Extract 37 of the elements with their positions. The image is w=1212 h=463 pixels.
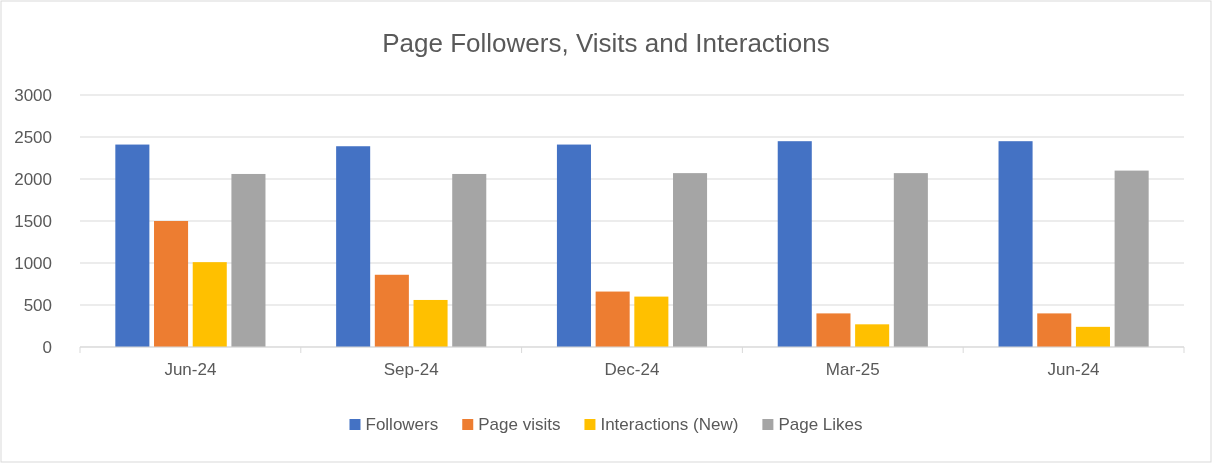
x-tick-label: Dec-24	[604, 360, 660, 379]
bar	[154, 221, 189, 347]
bar	[1037, 313, 1072, 347]
bar	[413, 299, 448, 347]
y-tick-label: 3000	[14, 85, 52, 105]
bar	[556, 144, 591, 347]
legend-label: Interactions (New)	[600, 415, 739, 434]
bar	[893, 173, 928, 347]
bar	[336, 146, 371, 347]
bar	[374, 274, 409, 347]
bar	[115, 144, 150, 347]
y-tick-label: 1000	[14, 253, 52, 273]
x-tick-label: Jun-24	[1047, 360, 1100, 379]
legend-label: Followers	[365, 415, 439, 434]
y-tick-label: 2500	[14, 127, 52, 147]
bar	[673, 173, 708, 347]
bar	[595, 291, 630, 347]
x-tick-label: Jun-24	[164, 360, 217, 379]
y-tick-label: 1500	[14, 211, 52, 231]
y-tick-label: 2000	[14, 169, 52, 189]
bar	[998, 141, 1033, 347]
legend-label: Page visits	[478, 415, 561, 434]
bar	[777, 141, 812, 347]
bar	[1075, 326, 1110, 347]
y-tick-label: 500	[23, 295, 52, 315]
bar	[452, 173, 487, 347]
bar	[816, 313, 851, 347]
y-tick-label: 0	[42, 337, 52, 357]
bar	[192, 262, 227, 347]
x-tick-label: Sep-24	[383, 360, 439, 379]
bar	[855, 324, 890, 347]
legend-label: Page Likes	[778, 415, 863, 434]
x-tick-label: Mar-25	[825, 360, 880, 379]
bar	[231, 173, 266, 347]
bar	[634, 296, 669, 347]
chart-title: Page Followers, Visits and Interactions	[382, 28, 830, 58]
bar	[1114, 170, 1149, 347]
